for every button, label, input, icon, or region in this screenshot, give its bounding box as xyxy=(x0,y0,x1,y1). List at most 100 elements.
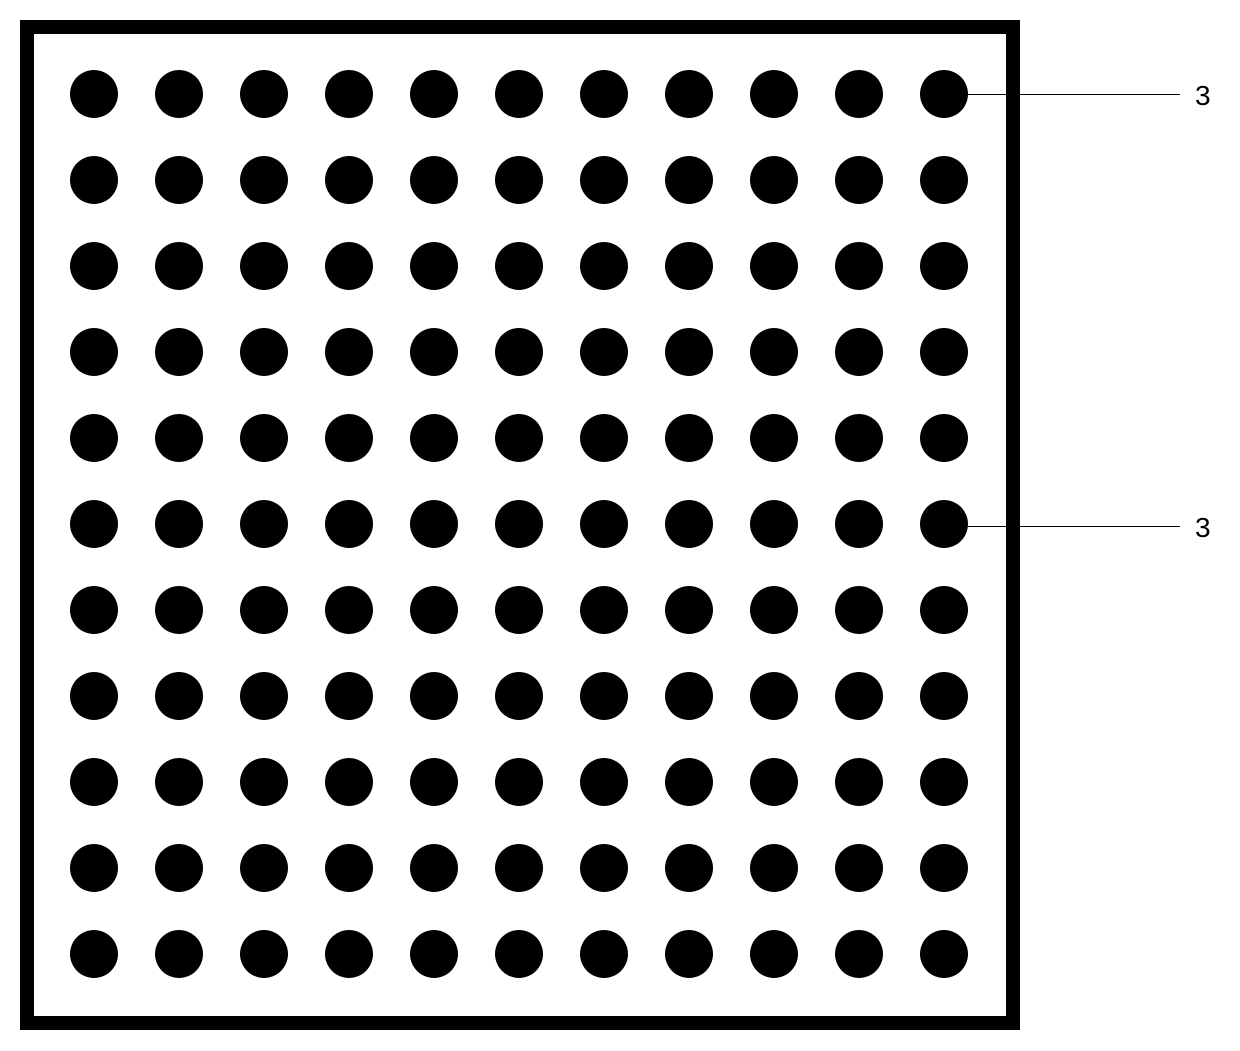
grid-dot xyxy=(920,930,968,978)
grid-dot xyxy=(580,586,628,634)
grid-dot xyxy=(920,328,968,376)
grid-dot xyxy=(155,758,203,806)
grid-dot xyxy=(920,70,968,118)
grid-dot xyxy=(920,500,968,548)
grid-dot xyxy=(920,586,968,634)
grid-dot xyxy=(920,844,968,892)
grid-dot xyxy=(240,844,288,892)
grid-dot xyxy=(665,672,713,720)
grid-dot xyxy=(325,414,373,462)
grid-dot xyxy=(665,930,713,978)
grid-dot xyxy=(70,930,118,978)
grid-dot xyxy=(750,156,798,204)
grid-dot xyxy=(580,758,628,806)
grid-dot xyxy=(240,70,288,118)
grid-dot xyxy=(325,844,373,892)
grid-dot xyxy=(665,758,713,806)
grid-dot xyxy=(665,500,713,548)
grid-dot xyxy=(240,930,288,978)
grid-dot xyxy=(70,328,118,376)
grid-dot xyxy=(155,930,203,978)
grid-dot xyxy=(835,156,883,204)
grid-dot xyxy=(665,586,713,634)
grid-dot xyxy=(750,414,798,462)
grid-dot xyxy=(155,414,203,462)
grid-dot xyxy=(495,758,543,806)
grid-dot xyxy=(580,844,628,892)
grid-dot xyxy=(835,758,883,806)
grid-dot xyxy=(835,500,883,548)
callout-label: 3 xyxy=(1195,80,1211,112)
grid-dot xyxy=(410,500,458,548)
grid-dot xyxy=(325,500,373,548)
grid-dot xyxy=(495,500,543,548)
grid-dot xyxy=(70,156,118,204)
grid-dot xyxy=(835,328,883,376)
grid-dot xyxy=(835,414,883,462)
grid-dot xyxy=(580,156,628,204)
grid-dot xyxy=(70,672,118,720)
diagram-container: 33 xyxy=(0,0,1240,1051)
grid-dot xyxy=(325,242,373,290)
grid-dot xyxy=(580,70,628,118)
grid-dot xyxy=(920,242,968,290)
grid-dot xyxy=(580,328,628,376)
grid-dot xyxy=(240,156,288,204)
grid-dot xyxy=(750,70,798,118)
grid-dot xyxy=(750,758,798,806)
grid-dot xyxy=(70,844,118,892)
grid-dot xyxy=(325,930,373,978)
grid-dot xyxy=(70,586,118,634)
grid-dot xyxy=(665,414,713,462)
grid-dot xyxy=(240,414,288,462)
grid-dot xyxy=(495,672,543,720)
grid-dot xyxy=(665,156,713,204)
grid-dot xyxy=(155,242,203,290)
grid-dot xyxy=(750,328,798,376)
grid-dot xyxy=(495,242,543,290)
grid-dot xyxy=(665,844,713,892)
callout-line xyxy=(968,94,1180,95)
grid-dot xyxy=(410,242,458,290)
grid-dot xyxy=(495,930,543,978)
grid-dot xyxy=(495,414,543,462)
grid-dot xyxy=(495,328,543,376)
grid-dot xyxy=(750,586,798,634)
grid-dot xyxy=(410,672,458,720)
grid-dot xyxy=(155,672,203,720)
grid-dot xyxy=(410,328,458,376)
grid-dot xyxy=(325,586,373,634)
grid-dot xyxy=(580,930,628,978)
grid-dot xyxy=(835,586,883,634)
grid-dot xyxy=(70,500,118,548)
grid-dot xyxy=(410,70,458,118)
grid-dot xyxy=(240,328,288,376)
grid-dot xyxy=(325,758,373,806)
grid-dot xyxy=(155,328,203,376)
callout-line xyxy=(968,526,1180,527)
grid-dot xyxy=(410,586,458,634)
grid-dot xyxy=(325,672,373,720)
callout-label: 3 xyxy=(1195,512,1211,544)
grid-dot xyxy=(750,930,798,978)
grid-dot xyxy=(155,586,203,634)
grid-dot xyxy=(920,672,968,720)
grid-dot xyxy=(835,930,883,978)
grid-dot xyxy=(410,844,458,892)
grid-dot xyxy=(580,672,628,720)
grid-dot xyxy=(580,414,628,462)
grid-dot xyxy=(580,242,628,290)
grid-dot xyxy=(70,70,118,118)
grid-dot xyxy=(835,242,883,290)
grid-dot xyxy=(155,156,203,204)
grid-dot xyxy=(495,156,543,204)
grid-dot xyxy=(70,242,118,290)
grid-dot xyxy=(155,70,203,118)
grid-dot xyxy=(835,844,883,892)
grid-dot xyxy=(495,586,543,634)
grid-dot xyxy=(920,414,968,462)
grid-dot xyxy=(750,844,798,892)
grid-dot xyxy=(240,500,288,548)
grid-dot xyxy=(410,414,458,462)
grid-dot xyxy=(665,328,713,376)
